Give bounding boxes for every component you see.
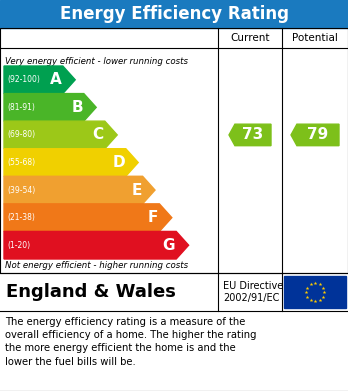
Polygon shape [4, 204, 172, 231]
Text: Not energy efficient - higher running costs: Not energy efficient - higher running co… [5, 262, 188, 271]
Polygon shape [4, 176, 155, 204]
Polygon shape [291, 124, 339, 146]
Text: C: C [93, 127, 104, 142]
Polygon shape [4, 149, 138, 176]
Text: (81-91): (81-91) [7, 103, 35, 112]
Bar [0, 28, 348, 273]
Bar [0, 311, 348, 391]
Bar [284, 276, 346, 308]
Text: 73: 73 [242, 127, 264, 142]
Text: (55-68): (55-68) [7, 158, 35, 167]
Text: (92-100): (92-100) [7, 75, 40, 84]
Text: EU Directive
2002/91/EC: EU Directive 2002/91/EC [223, 281, 283, 303]
Text: E: E [131, 183, 142, 197]
Text: Very energy efficient - lower running costs: Very energy efficient - lower running co… [5, 57, 188, 66]
Text: F: F [148, 210, 158, 225]
Text: Potential: Potential [292, 33, 338, 43]
Polygon shape [4, 93, 96, 121]
Text: (39-54): (39-54) [7, 186, 35, 195]
Text: A: A [50, 72, 62, 87]
Bar [0, 0, 348, 28]
Text: Current: Current [230, 33, 270, 43]
Text: (1-20): (1-20) [7, 241, 30, 250]
Polygon shape [4, 66, 75, 93]
Text: B: B [71, 100, 83, 115]
Text: 79: 79 [307, 127, 329, 142]
Text: D: D [112, 155, 125, 170]
Text: The energy efficiency rating is a measure of the
overall efficiency of a home. T: The energy efficiency rating is a measur… [5, 317, 256, 367]
Text: Energy Efficiency Rating: Energy Efficiency Rating [60, 5, 288, 23]
Bar [0, 273, 348, 311]
Polygon shape [4, 121, 117, 149]
Text: England & Wales: England & Wales [6, 283, 176, 301]
Polygon shape [4, 231, 189, 259]
Polygon shape [229, 124, 271, 146]
Text: G: G [163, 238, 175, 253]
Text: (21-38): (21-38) [7, 213, 35, 222]
Text: (69-80): (69-80) [7, 131, 35, 140]
